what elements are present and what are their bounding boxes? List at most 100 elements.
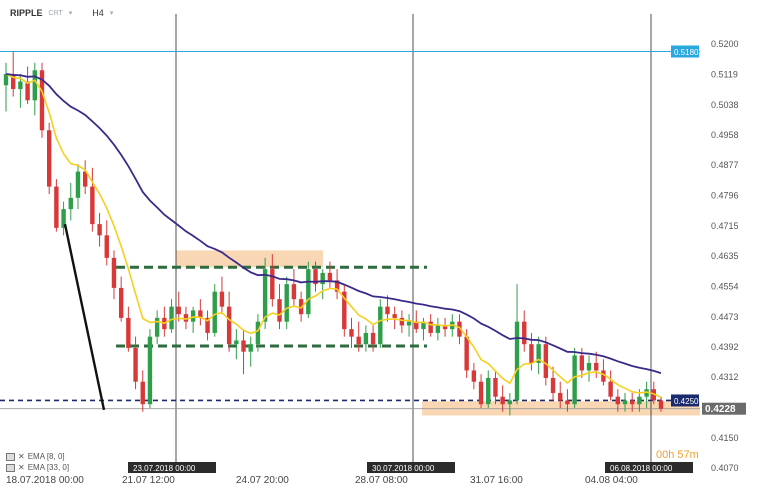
candle bbox=[507, 392, 513, 416]
date-label-bg bbox=[605, 462, 693, 473]
candle-body bbox=[378, 306, 383, 345]
candle-body bbox=[392, 314, 397, 318]
candle-body bbox=[399, 317, 405, 326]
candle bbox=[198, 299, 203, 326]
candle-body bbox=[579, 355, 585, 371]
candle bbox=[399, 310, 405, 333]
candle bbox=[248, 336, 253, 367]
candle-body bbox=[550, 377, 556, 393]
candle-body bbox=[61, 209, 66, 228]
candle-body bbox=[586, 362, 592, 371]
candle-body bbox=[622, 400, 628, 405]
candle-body bbox=[644, 389, 649, 397]
candle-body bbox=[205, 317, 210, 333]
candle bbox=[486, 370, 491, 408]
visibility-icon[interactable] bbox=[6, 452, 15, 461]
date-label-bg bbox=[128, 462, 216, 473]
candle-body bbox=[68, 197, 73, 210]
price-label: 0.5180 bbox=[674, 48, 699, 57]
close-icon[interactable]: ✕ bbox=[18, 452, 25, 461]
y-tick-label: 0.5038 bbox=[711, 100, 739, 110]
candle-body bbox=[327, 272, 333, 281]
candle bbox=[342, 284, 347, 337]
candle-body bbox=[212, 291, 217, 333]
candle-body bbox=[558, 392, 563, 401]
candle bbox=[651, 381, 657, 405]
candle-body bbox=[500, 396, 505, 405]
candle bbox=[284, 276, 289, 330]
candle-body bbox=[75, 171, 81, 198]
candle-body bbox=[277, 299, 282, 322]
candle-body bbox=[471, 370, 477, 382]
symbol-name[interactable]: RIPPLE bbox=[10, 8, 43, 18]
candle bbox=[608, 370, 613, 401]
y-tick-label: 0.5119 bbox=[711, 69, 738, 79]
candle bbox=[140, 370, 145, 412]
visibility-icon[interactable] bbox=[6, 463, 15, 472]
candle-body bbox=[630, 400, 635, 405]
indicator-legend-ema8[interactable]: ✕ EMA [8, 0] bbox=[6, 452, 65, 461]
candle bbox=[183, 306, 189, 330]
date-label-bg bbox=[367, 462, 455, 473]
candle-body bbox=[565, 400, 570, 405]
candle bbox=[97, 212, 102, 247]
candle bbox=[543, 336, 549, 386]
candle bbox=[478, 374, 484, 408]
chevron-down-icon[interactable]: ▾ bbox=[109, 10, 114, 17]
x-tick-label: 24.07 20:00 bbox=[236, 475, 289, 486]
candle bbox=[601, 359, 606, 386]
y-tick-label: 0.4392 bbox=[711, 342, 739, 352]
candle bbox=[421, 317, 426, 341]
close-icon[interactable]: ✕ bbox=[18, 463, 25, 472]
candle bbox=[306, 261, 311, 318]
candle bbox=[104, 220, 109, 266]
candle bbox=[61, 201, 66, 236]
candle bbox=[234, 329, 239, 360]
candle-body bbox=[464, 336, 469, 371]
symbol-type: CRT bbox=[48, 9, 63, 17]
candle-body bbox=[385, 306, 390, 315]
candle-body bbox=[414, 321, 419, 330]
candle-body bbox=[637, 396, 642, 405]
candle-body bbox=[342, 291, 347, 330]
candle-body bbox=[306, 269, 311, 315]
chevron-down-icon[interactable]: ▾ bbox=[68, 10, 73, 17]
candle bbox=[442, 317, 448, 337]
x-tick-label: 21.07 12:00 bbox=[122, 475, 175, 486]
y-tick-label: 0.4150 bbox=[711, 433, 739, 443]
candle bbox=[615, 389, 621, 412]
candle bbox=[493, 370, 498, 405]
candle bbox=[536, 336, 541, 375]
candle-body bbox=[270, 269, 275, 300]
candle-body bbox=[658, 400, 664, 409]
candle bbox=[147, 329, 153, 408]
candle-body bbox=[478, 381, 484, 405]
candle-body bbox=[140, 381, 145, 405]
candle bbox=[565, 389, 570, 412]
timeframe-selector[interactable]: H4 bbox=[92, 8, 104, 18]
candle bbox=[3, 62, 9, 112]
candle bbox=[18, 74, 23, 108]
candle bbox=[226, 291, 232, 352]
candle-body bbox=[154, 317, 160, 337]
candle-body bbox=[428, 321, 433, 333]
candle bbox=[414, 310, 419, 333]
candle-body bbox=[234, 340, 239, 345]
candle bbox=[594, 351, 599, 378]
indicator-legend-ema33[interactable]: ✕ EMA [33, 0] bbox=[6, 463, 69, 472]
candle bbox=[291, 269, 297, 307]
candle bbox=[219, 276, 225, 315]
x-tick-label: 31.07 16:00 bbox=[470, 475, 523, 486]
price-label-bg bbox=[671, 394, 699, 407]
y-tick-label: 0.4796 bbox=[711, 191, 739, 201]
y-tick-label: 0.4473 bbox=[711, 312, 739, 322]
candle bbox=[586, 355, 592, 382]
candle-body bbox=[255, 321, 261, 345]
candle bbox=[370, 325, 376, 352]
price-label: 0.4228 bbox=[705, 404, 736, 415]
candle-body bbox=[46, 130, 52, 187]
ema-8-line bbox=[5, 73, 662, 398]
candle-body bbox=[118, 287, 124, 318]
candle bbox=[212, 284, 217, 337]
